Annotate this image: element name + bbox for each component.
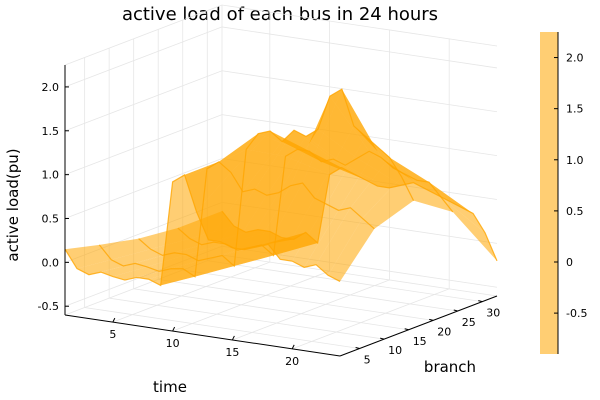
- surface-patch: [184, 161, 231, 212]
- x-gridline: [112, 12, 271, 323]
- surface-patch: [328, 218, 375, 282]
- x-tick: [231, 335, 235, 341]
- x-axis-label: time: [153, 378, 187, 396]
- surface-patch: [218, 131, 271, 173]
- z-gridline: [64, 114, 498, 176]
- z-tick-label: 0.5: [42, 213, 60, 226]
- surface-patch: [208, 189, 255, 242]
- colorbar-tick-label: 1.5: [566, 103, 584, 116]
- surface-patch: [244, 185, 291, 250]
- x-tick-label: 20: [285, 355, 299, 368]
- x-tick: [291, 344, 295, 350]
- colorbar-tick-label: -0.5: [566, 307, 587, 320]
- surface-patch: [99, 238, 151, 260]
- z-tick-label: 2.0: [42, 81, 60, 94]
- surface-patch: [440, 197, 497, 261]
- y-tick-label: 25: [462, 316, 476, 329]
- z-tick-label: 1.0: [42, 169, 60, 182]
- colorbar: -0.5 0 0.5 1.0 1.5 2.0: [540, 32, 587, 354]
- colorbar-tick-label: 0: [566, 256, 573, 269]
- y-tick: [478, 300, 483, 303]
- surface-patch: [232, 192, 279, 250]
- y-tick-label: 5: [364, 354, 371, 367]
- y-tick-label: 30: [486, 307, 500, 320]
- x-tick-label: 15: [225, 346, 239, 359]
- y-tick: [429, 318, 434, 321]
- y-gridline: [108, 48, 385, 340]
- surface-patch: [112, 266, 160, 281]
- surface-patch: [242, 130, 295, 192]
- z-tick-label: 1.5: [42, 125, 60, 138]
- surface-patch: [316, 207, 363, 276]
- y-tick: [380, 337, 385, 340]
- surface-patch: [304, 207, 351, 268]
- surface-patch: [292, 204, 339, 268]
- colorbar-tick-label: 2.0: [566, 52, 584, 65]
- x-gridline: [232, 29, 390, 341]
- surface-patch: [123, 252, 175, 266]
- x-axis-line: [64, 314, 341, 357]
- surface-patch: [290, 89, 342, 186]
- x-tick: [172, 326, 176, 332]
- surface-series-line: [221, 166, 498, 262]
- chart-title: active load of each bus in 24 hours: [122, 4, 438, 25]
- y-tick: [355, 347, 360, 349]
- colorbar-fill: [540, 32, 558, 354]
- colorbar-tick-label: 1.0: [566, 154, 584, 167]
- y-tick-label: 10: [388, 344, 402, 357]
- colorbar-tick-label: 0.5: [566, 205, 584, 218]
- surface-patch: [266, 129, 318, 196]
- surface-patch: [362, 176, 414, 229]
- surface-patch: [220, 189, 267, 248]
- y-gridline: [133, 38, 409, 331]
- surface-layer: [64, 88, 498, 287]
- y-axis-line: [339, 295, 498, 357]
- surface-series-line: [98, 161, 375, 278]
- y-tick: [453, 309, 458, 312]
- axes-layer: -0.5 0.0 0.5 1.0 1.5 2.0 5 10 15 20 5 10 15 20 25 30: [38, 65, 500, 368]
- y-tick-label: 20: [437, 325, 451, 338]
- surface-patch: [280, 197, 327, 262]
- y-tick: [404, 328, 409, 331]
- surface-patch: [76, 259, 124, 275]
- surface-series-line: [138, 88, 415, 268]
- y-axis-label: branch: [424, 358, 476, 376]
- y-gridline: [84, 57, 360, 349]
- z-tick-label: -0.5: [38, 300, 59, 313]
- x-gridline: [292, 38, 450, 350]
- box-back-floor: [221, 254, 498, 297]
- surface-patch: [350, 157, 402, 219]
- surface-patch: [254, 130, 306, 196]
- surface-patch: [401, 176, 453, 212]
- surface-patch: [389, 157, 441, 198]
- surface-patch: [65, 244, 112, 269]
- surface-patch: [268, 183, 315, 260]
- surface-patch: [100, 263, 148, 277]
- z-gridline: [64, 26, 498, 88]
- z-axis-label: active load(pu): [4, 148, 22, 261]
- surface-patch: [428, 182, 486, 233]
- x-tick: [112, 317, 116, 323]
- z-tick-label: 0.0: [42, 256, 60, 269]
- x-tick-label: 10: [166, 337, 180, 350]
- surface-series-line: [64, 174, 341, 287]
- surface-patch: [111, 249, 163, 266]
- y-tick-label: 15: [413, 335, 427, 348]
- z-gridline: [64, 70, 498, 132]
- surface-patch: [302, 89, 354, 198]
- surface-patch: [196, 172, 243, 240]
- x-tick-label: 5: [109, 328, 116, 341]
